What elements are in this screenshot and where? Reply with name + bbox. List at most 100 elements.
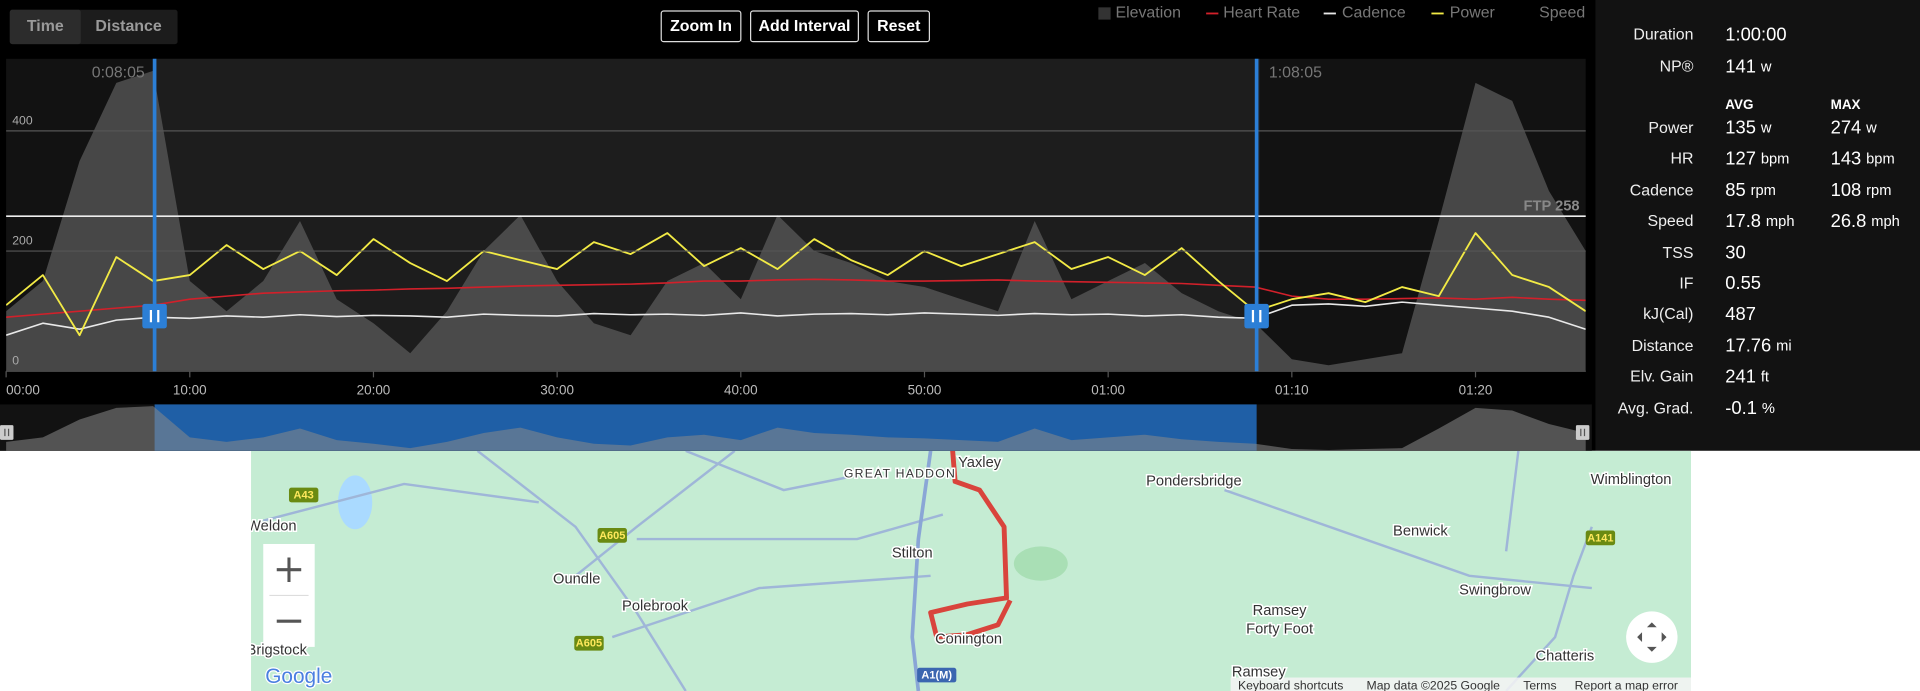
map-logo: Google <box>265 665 332 688</box>
roads <box>262 450 944 691</box>
stat-label: Duration <box>1633 27 1693 44</box>
legend-label[interactable]: Heart Rate <box>1223 5 1300 22</box>
stat-unit: bpm <box>1866 151 1895 167</box>
interval-label: 1:08:05 <box>1269 65 1322 82</box>
interval-handle[interactable] <box>142 303 167 329</box>
button[interactable] <box>867 10 930 43</box>
tab[interactable]: Time <box>27 18 64 35</box>
map-footer[interactable]: Keyboard shortcuts <box>1238 678 1343 691</box>
stat-unit: mi <box>1776 339 1791 355</box>
x-tick-label: 10:00 <box>173 382 207 397</box>
x-tick-label: 01:00 <box>1091 382 1125 397</box>
interval-handle[interactable] <box>1244 303 1269 329</box>
place-label: Benwick <box>1393 524 1448 540</box>
stat-unit: w <box>1865 121 1877 137</box>
stat-header: MAX <box>1831 97 1861 112</box>
stat-max: 108 rpm <box>1831 179 1892 200</box>
map-footer[interactable]: Map data ©2025 Google <box>1367 678 1501 691</box>
series-line <box>6 232 1586 337</box>
place-label: Ramsey <box>1232 664 1287 680</box>
overview[interactable] <box>0 404 1596 451</box>
stat-max: 143 bpm <box>1831 147 1895 168</box>
x-tick-label: 40:00 <box>724 382 758 397</box>
place-label: Chatteris <box>1536 649 1595 665</box>
stat-value: 487 <box>1725 303 1756 324</box>
elevation-area <box>6 70 1586 372</box>
place-label: Oundle <box>553 571 600 587</box>
stat-number: 1:00:00 <box>1725 23 1786 44</box>
y-tick-label: 200 <box>12 233 33 247</box>
stat-value: 141 w <box>1725 55 1772 76</box>
stat-unit: ft <box>1761 369 1769 385</box>
place-label: GREAT HADDON <box>844 466 956 480</box>
tab-active[interactable] <box>9 9 81 45</box>
stat-unit: rpm <box>1751 183 1776 199</box>
roads-east <box>1224 450 1593 691</box>
place-label: Ramsey <box>1253 603 1308 619</box>
x-tick-label: 30:00 <box>540 382 574 397</box>
stat-label: Cadence <box>1630 182 1694 199</box>
road-label: A605 <box>576 638 602 650</box>
stat-value: 30 <box>1725 241 1745 262</box>
legend-label[interactable]: Elevation <box>1116 5 1181 22</box>
stat-number: 274 <box>1831 116 1862 137</box>
fullscreen-button[interactable] <box>1626 611 1678 663</box>
handle-grip <box>149 309 160 323</box>
stat-max: 274 w <box>1831 116 1878 137</box>
interval-label: 0:08:05 <box>92 65 145 82</box>
stat-value: 85 rpm <box>1725 179 1776 200</box>
x-tick-label: 50:00 <box>908 382 942 397</box>
map-footer-bg <box>1230 677 1692 691</box>
road-shield <box>1585 530 1616 546</box>
stat-label: NP® <box>1660 59 1694 76</box>
overview-handle[interactable] <box>1575 425 1590 440</box>
map-footer[interactable]: Terms <box>1523 678 1556 691</box>
overview-elevation <box>6 406 1586 451</box>
x-tick-label: 01:10 <box>1275 382 1309 397</box>
handle-grip <box>4 428 10 437</box>
stat-value: 241 ft <box>1725 365 1769 386</box>
button[interactable] <box>750 10 859 43</box>
stat-number: 487 <box>1725 303 1756 324</box>
button-label[interactable]: Add Interval <box>759 18 851 35</box>
legend-label[interactable]: Cadence <box>1342 5 1406 22</box>
stat-number: 241 <box>1725 365 1756 386</box>
place-label: Weldon <box>247 519 297 535</box>
legend-swatch <box>1098 7 1111 20</box>
overview-handle[interactable] <box>0 425 14 440</box>
stat-number: 141 <box>1725 55 1756 76</box>
stat-unit: w <box>1760 121 1772 137</box>
y-tick-label: 0 <box>12 354 19 368</box>
button-label[interactable]: Reset <box>877 18 921 35</box>
zoom-icons[interactable] <box>276 557 302 623</box>
stat-value: 0.55 <box>1725 272 1761 293</box>
stat-number: 0.55 <box>1725 272 1761 293</box>
x-tick-label: 00:00 <box>6 382 40 397</box>
stat-label: Avg. Grad. <box>1618 400 1694 417</box>
stat-label: Power <box>1648 120 1694 137</box>
road-shield <box>574 635 604 651</box>
legend-label[interactable]: Speed <box>1539 5 1585 22</box>
map-footer[interactable]: Report a map error <box>1575 678 1678 691</box>
stat-label: Speed <box>1647 213 1693 230</box>
tab[interactable]: Distance <box>95 18 161 35</box>
plot <box>6 70 1586 372</box>
road-shield <box>917 667 957 683</box>
stat-value: -0.1% <box>1725 397 1775 418</box>
legend-label[interactable]: Power <box>1450 5 1496 22</box>
button-label[interactable]: Zoom In <box>670 18 732 35</box>
stat-number: 26.8 <box>1831 210 1867 231</box>
x-tick-label: 20:00 <box>357 382 391 397</box>
road-shield <box>597 528 627 543</box>
stat-number: 127 <box>1725 147 1756 168</box>
stat-unit: mph <box>1766 214 1795 230</box>
stat-label: kJ(Cal) <box>1643 306 1693 323</box>
stat-number: -0.1 <box>1725 397 1757 418</box>
series-line <box>6 278 1586 318</box>
place-label: Brigstock <box>247 642 308 658</box>
button[interactable] <box>660 10 742 43</box>
stat-label: TSS <box>1663 245 1694 262</box>
stat-unit: w <box>1760 59 1772 75</box>
